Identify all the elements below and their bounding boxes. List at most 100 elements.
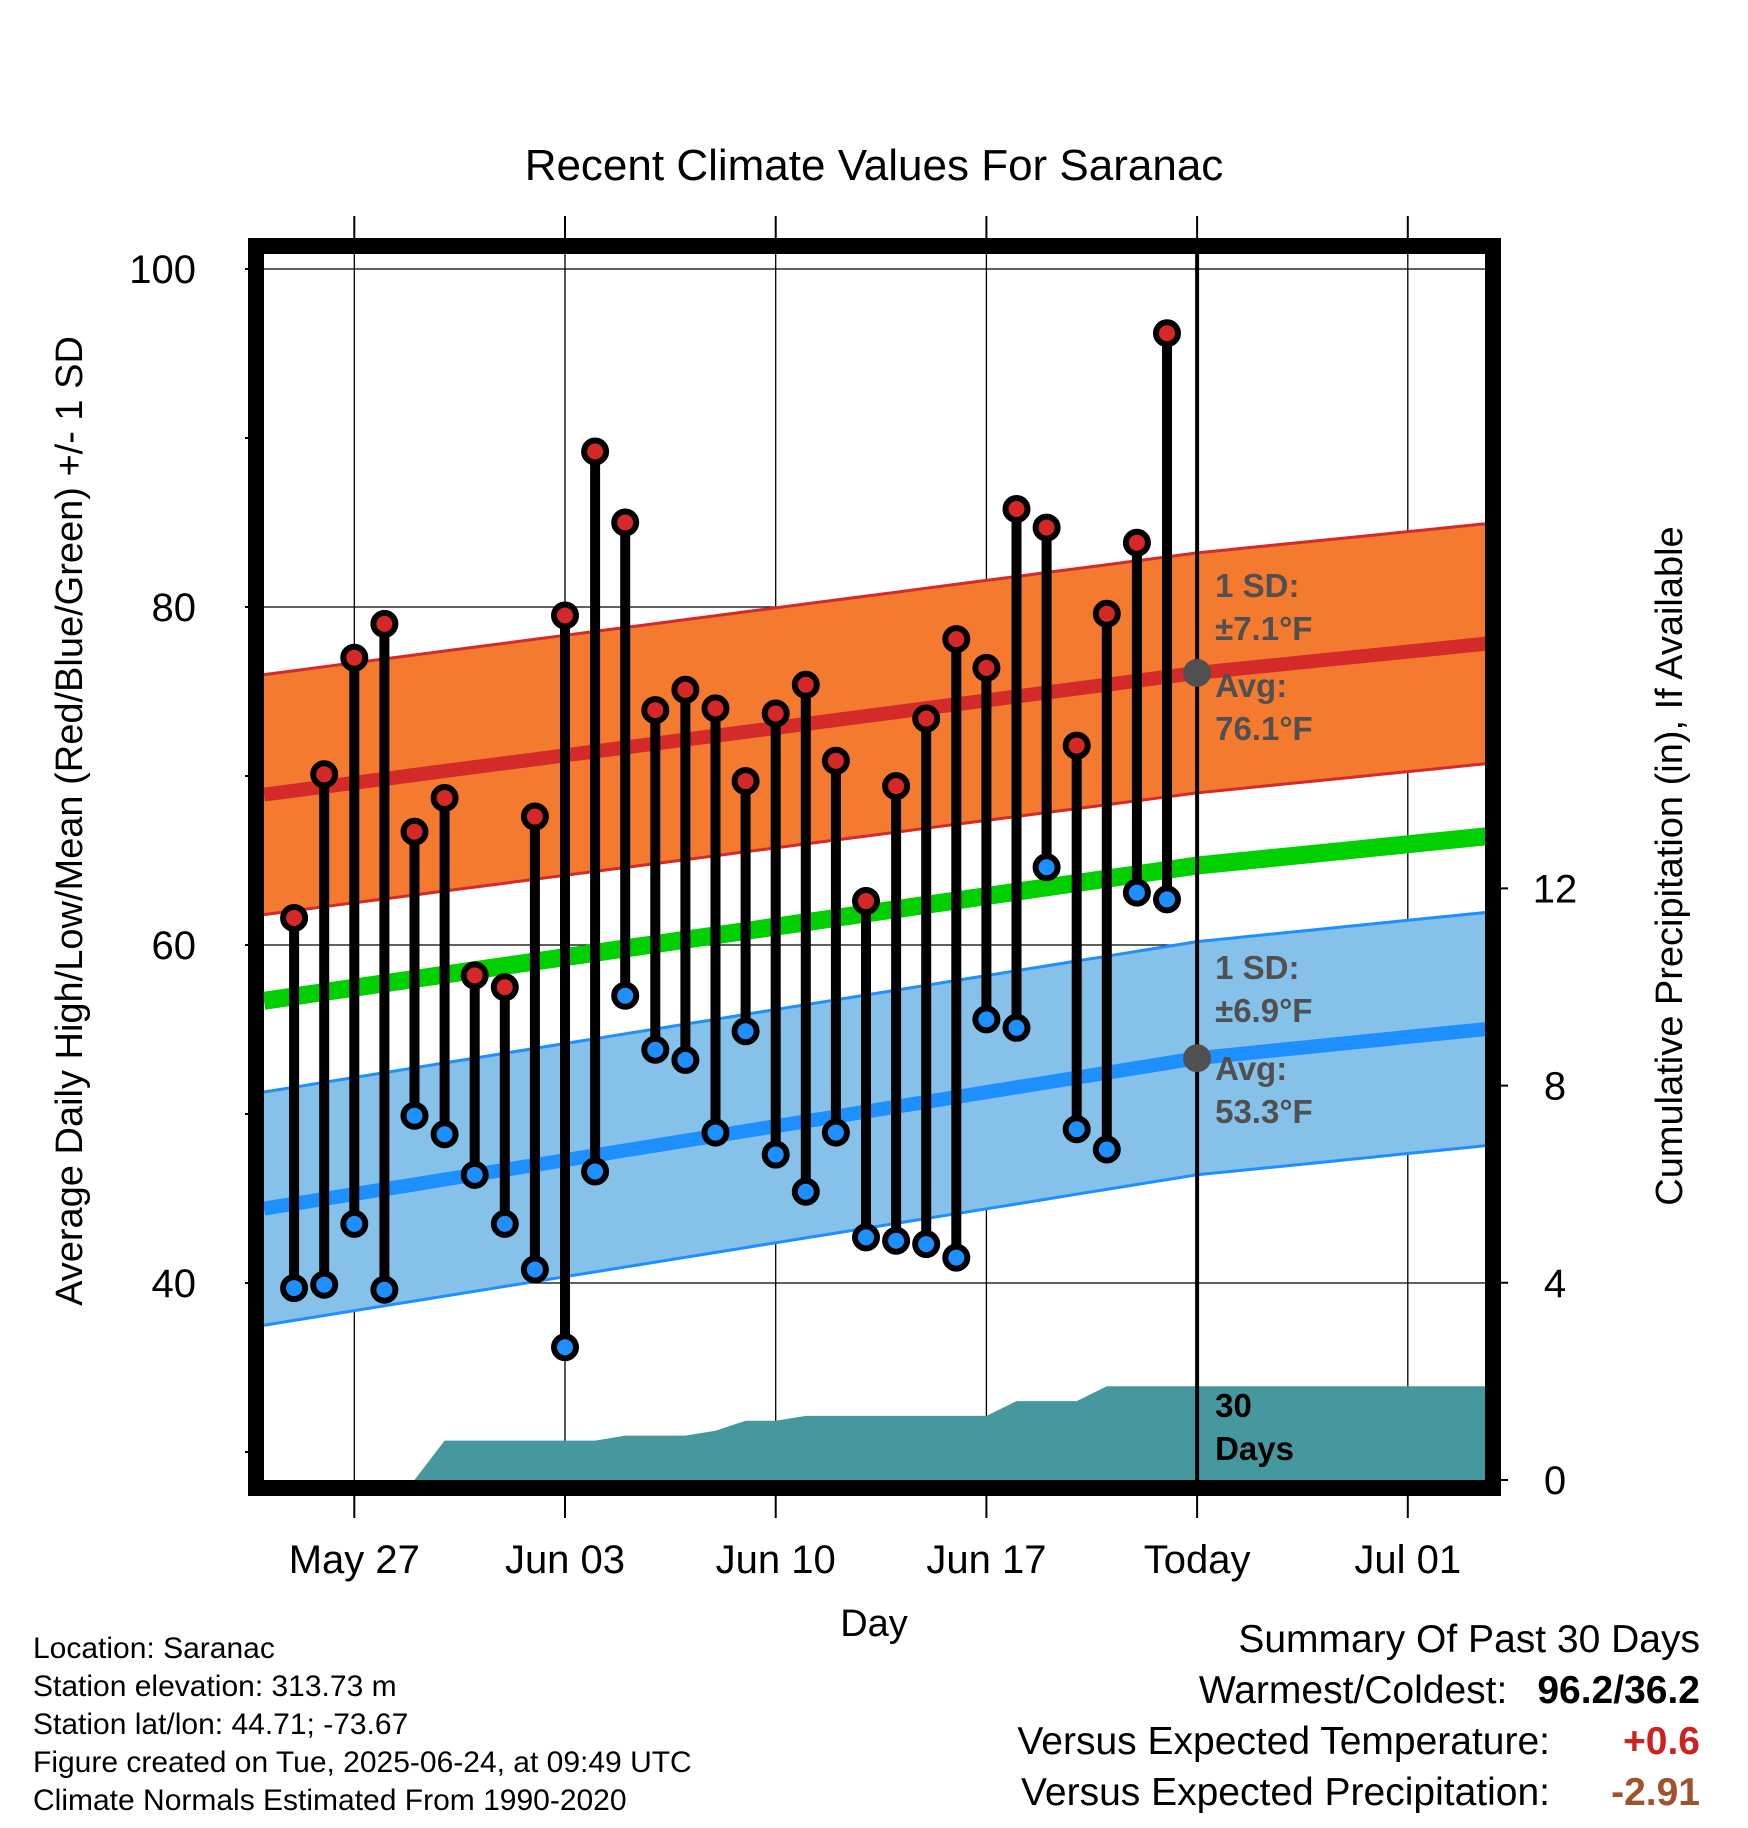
summary-title: Summary Of Past 30 Days	[1238, 1618, 1700, 1661]
precip-area	[264, 1386, 1499, 1480]
figure-created: Figure created on Tue, 2025-06-24, at 09…	[33, 1746, 692, 1779]
chart-title: Recent Climate Values For Saranac	[525, 141, 1224, 190]
station-info: Location: Saranac Station elevation: 313…	[33, 1630, 692, 1820]
y-tick-label: 40	[152, 1262, 197, 1306]
obs-low-point	[430, 1120, 459, 1149]
x-tick-label: Jun 03	[505, 1538, 625, 1582]
obs-high-point	[280, 903, 309, 932]
obs-low-point	[460, 1160, 489, 1189]
obs-low-point	[852, 1223, 880, 1252]
y-tick-label: 100	[129, 248, 196, 292]
obs-low-point	[520, 1255, 549, 1284]
precip-value: -2.91	[1611, 1771, 1700, 1814]
summary-panel: Summary Of Past 30 Days Warmest/Coldest:…	[1017, 1614, 1700, 1818]
y-axis-label-right: Cumulative Precipitation (in), If Availa…	[1649, 526, 1691, 1205]
obs-high-point	[1122, 528, 1151, 557]
obs-high-point	[310, 760, 339, 789]
normal-bands	[262, 521, 1500, 1327]
temp-label: Versus Expected Temperature:	[1017, 1720, 1550, 1763]
days-count: 30	[1215, 1387, 1252, 1424]
obs-high-point	[460, 961, 489, 990]
obs-high-point	[370, 609, 399, 638]
station-latlon: Station lat/lon: 44.71; -73.67	[33, 1708, 409, 1741]
normal-low-band	[264, 911, 1499, 1326]
summary-precip: Versus Expected Precipitation: -2.91	[1017, 1767, 1700, 1818]
normal-high-line	[263, 635, 1499, 802]
temp-value: +0.6	[1623, 1720, 1700, 1763]
obs-low-point	[1092, 1135, 1121, 1164]
obs-high-point	[731, 767, 760, 796]
obs-high-point	[430, 783, 459, 812]
station-elevation: Station elevation: 313.73 m	[33, 1670, 397, 1703]
obs-high-point	[490, 973, 519, 1002]
summary-temp: Versus Expected Temperature: +0.6	[1017, 1716, 1700, 1767]
plot-frame	[248, 238, 1501, 1496]
low-sd-label: 1 SD:	[1215, 949, 1299, 986]
normal-high-band-upper	[263, 521, 1499, 677]
x-tick-label: Today	[1144, 1538, 1251, 1582]
obs-high-point	[1002, 494, 1031, 523]
obs-high-point	[1062, 731, 1091, 760]
warmest-coldest-label: Warmest/Coldest:	[1198, 1669, 1508, 1712]
obs-high-point	[520, 802, 549, 831]
obs-high-point	[972, 653, 1001, 682]
obs-low-point	[581, 1157, 610, 1186]
obs-low-point	[1062, 1115, 1091, 1144]
climate-normals-note: Climate Normals Estimated From 1990-2020	[33, 1784, 627, 1817]
days-word: Days	[1215, 1430, 1294, 1467]
obs-low-point	[972, 1005, 1001, 1034]
warmest-coldest-value: 96.2/36.2	[1537, 1669, 1700, 1712]
obs-high-point	[581, 437, 610, 466]
obs-low-point	[821, 1118, 850, 1147]
x-tick-label: Jun 10	[716, 1538, 836, 1582]
obs-low-point	[671, 1045, 700, 1074]
obs-low-point	[791, 1177, 820, 1206]
obs-low-point	[280, 1274, 309, 1303]
obs-high-point	[1153, 319, 1181, 348]
low-avg-label: Avg:	[1215, 1050, 1287, 1087]
obs-low-point	[701, 1118, 730, 1147]
y-axis-label: Average Daily High/Low/Mean (Red/Blue/Gr…	[49, 336, 91, 1306]
normal-high-band-lower	[263, 761, 1499, 917]
obs-high-point	[611, 508, 640, 537]
obs-high-point	[641, 696, 670, 725]
x-tick-label: May 27	[289, 1538, 420, 1582]
obs-low-point	[611, 981, 640, 1010]
obs-high-point	[1092, 599, 1121, 628]
obs-low-point	[490, 1209, 519, 1238]
obs-high-point	[882, 772, 911, 801]
x-tick-label: Jun 17	[926, 1538, 1046, 1582]
obs-low-point	[400, 1101, 429, 1130]
obs-high-point	[942, 625, 971, 654]
precipitation-area	[264, 1386, 1499, 1480]
obs-low-point	[310, 1270, 339, 1299]
y-right-tick-label: 4	[1544, 1262, 1566, 1306]
y-right-tick-label: 12	[1533, 867, 1578, 911]
obs-high-point	[340, 643, 369, 672]
y-right-tick-label: 8	[1544, 1065, 1566, 1109]
obs-high-point	[551, 601, 579, 630]
y-tick-label: 60	[152, 924, 197, 968]
obs-low-point	[1122, 878, 1151, 907]
low-sd-value: ±6.9°F	[1215, 992, 1312, 1029]
y-tick-label: 80	[152, 586, 197, 630]
obs-low-point	[1153, 885, 1181, 914]
obs-high-point	[400, 817, 429, 846]
obs-low-point	[731, 1017, 760, 1046]
obs-high-point	[671, 675, 700, 704]
obs-low-point	[761, 1140, 790, 1169]
obs-high-point	[912, 704, 941, 733]
x-axis-label: Day	[840, 1603, 908, 1645]
today-avg-low-dot	[1183, 1044, 1212, 1073]
low-avg-value: 53.3°F	[1215, 1093, 1313, 1130]
high-sd-label: 1 SD:	[1215, 567, 1299, 604]
y-right-tick-label: 0	[1544, 1459, 1566, 1503]
obs-high-point	[852, 887, 880, 916]
high-avg-label: Avg:	[1215, 667, 1287, 704]
obs-low-point	[551, 1333, 579, 1362]
normal-low-band-lower	[263, 1142, 1499, 1327]
station-location: Location: Saranac	[33, 1632, 275, 1665]
obs-low-point	[1032, 853, 1061, 882]
obs-low-point	[340, 1209, 369, 1238]
